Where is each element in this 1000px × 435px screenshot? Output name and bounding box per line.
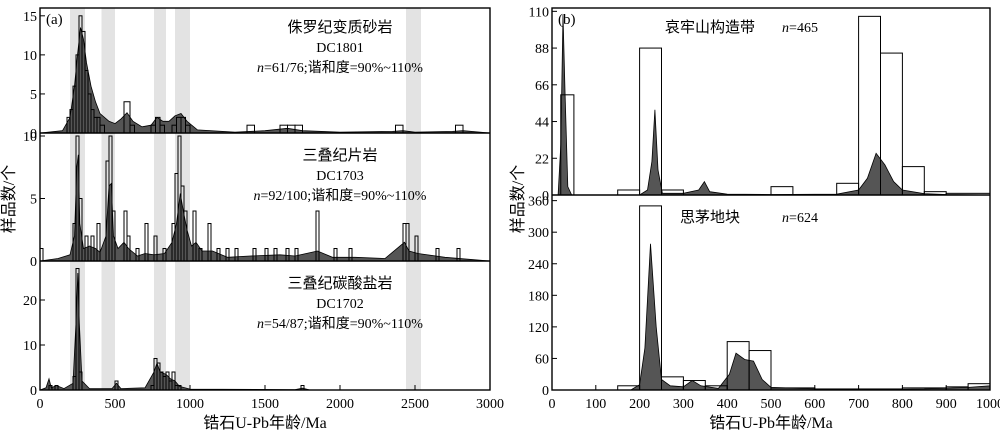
x-tick-label: 400: [717, 397, 738, 412]
y-tick-label: 10: [23, 339, 37, 354]
highlight-band: [175, 8, 190, 390]
y-tick-label: 0: [30, 255, 37, 270]
sample-stats-rest: =92/100;谐和度=90%~110%: [261, 188, 427, 204]
sample-stats-rest: =54/87;谐和度=90%~110%: [264, 316, 423, 332]
y-axis-label: 样品数/个: [509, 165, 527, 233]
sample-stats-rest: =61/76;谐和度=90%~110%: [264, 60, 423, 76]
sample-id: DC1801: [316, 41, 363, 56]
y-tick-label: 360: [528, 195, 549, 210]
x-tick-label: 2000: [326, 397, 354, 412]
y-tick-label: 22: [535, 152, 549, 167]
x-tick-label: 800: [892, 397, 913, 412]
subplot-title: 三叠纪碳酸盐岩: [287, 275, 392, 292]
subplot-title: 哀牢山构造带: [665, 19, 755, 36]
histogram-bar: [770, 186, 794, 196]
sample-stats-n: n: [257, 317, 264, 332]
sample-stats-rest: =624: [789, 211, 818, 226]
y-tick-label: 5: [30, 193, 37, 208]
x-tick-label: 2500: [401, 397, 429, 412]
x-axis-label: 锆石U-Pb年龄/Ma: [709, 414, 833, 432]
x-tick-label: 3000: [476, 397, 504, 412]
y-tick-label: 44: [535, 116, 549, 131]
kde-curve: [552, 243, 991, 391]
y-tick-label: 5: [30, 88, 37, 103]
panel-frame: [551, 7, 991, 391]
y-tick-label: 120: [528, 321, 549, 336]
sample-stats: n=54/87;谐和度=90%~110%: [257, 316, 423, 332]
x-tick-label: 300: [673, 397, 694, 412]
kde-curve: [552, 14, 991, 196]
sample-stats: n=61/76;谐和度=90%~110%: [257, 60, 423, 76]
x-tick-label: 100: [585, 397, 606, 412]
sample-stats-rest: =465: [789, 21, 818, 36]
sample-stats-n: n: [782, 21, 789, 36]
y-tick-label: 88: [535, 42, 549, 57]
y-tick-label: 180: [528, 289, 549, 304]
sample-stats-n: n: [254, 189, 261, 204]
highlight-band: [154, 8, 166, 390]
sample-stats: n=465: [782, 21, 818, 36]
y-tick-label: 300: [528, 226, 549, 241]
y-tick-label: 60: [535, 352, 549, 367]
y-tick-label: 0: [30, 384, 37, 399]
y-tick-label: 66: [535, 79, 549, 94]
y-tick-label: 10: [23, 49, 37, 64]
x-tick-label: 200: [629, 397, 650, 412]
y-tick-label: 110: [529, 5, 549, 20]
panel-label: (a): [46, 12, 63, 28]
x-tick-label: 1000: [176, 397, 204, 412]
subplot-title: 思茅地块: [680, 209, 740, 226]
y-tick-label: 20: [23, 294, 37, 309]
y-tick-label: 0: [542, 189, 549, 204]
x-tick-label: 0: [549, 397, 556, 412]
y-tick-label: 15: [23, 10, 37, 25]
x-tick-label: 900: [936, 397, 957, 412]
x-tick-label: 500: [761, 397, 782, 412]
highlight-band: [406, 8, 421, 390]
sample-stats: n=624: [782, 211, 818, 226]
y-axis-label: 样品数/个: [0, 165, 18, 233]
histogram-bar: [617, 189, 641, 196]
panel-label: (b): [558, 12, 576, 28]
sample-stats: n=92/100;谐和度=90%~110%: [254, 188, 427, 204]
sample-id: DC1702: [316, 297, 363, 312]
sample-stats-n: n: [257, 61, 264, 76]
kde-curve: [39, 272, 490, 391]
subplot-title: 三叠纪片岩: [302, 147, 377, 164]
y-tick-label: 10: [23, 130, 37, 145]
y-tick-label: 0: [30, 127, 37, 142]
sample-id: DC1703: [316, 169, 363, 184]
x-tick-label: 700: [848, 397, 869, 412]
sample-stats-n: n: [782, 211, 789, 226]
x-tick-label: 1000: [976, 397, 1000, 412]
x-axis-label: 锆石U-Pb年龄/Ma: [203, 414, 327, 432]
subplot-title: 侏罗纪变质砂岩: [287, 19, 392, 36]
x-tick-label: 0: [37, 397, 44, 412]
x-tick-label: 500: [105, 397, 126, 412]
x-tick-label: 1500: [251, 397, 279, 412]
x-tick-label: 600: [804, 397, 825, 412]
y-tick-label: 240: [528, 258, 549, 273]
y-tick-label: 0: [542, 384, 549, 399]
